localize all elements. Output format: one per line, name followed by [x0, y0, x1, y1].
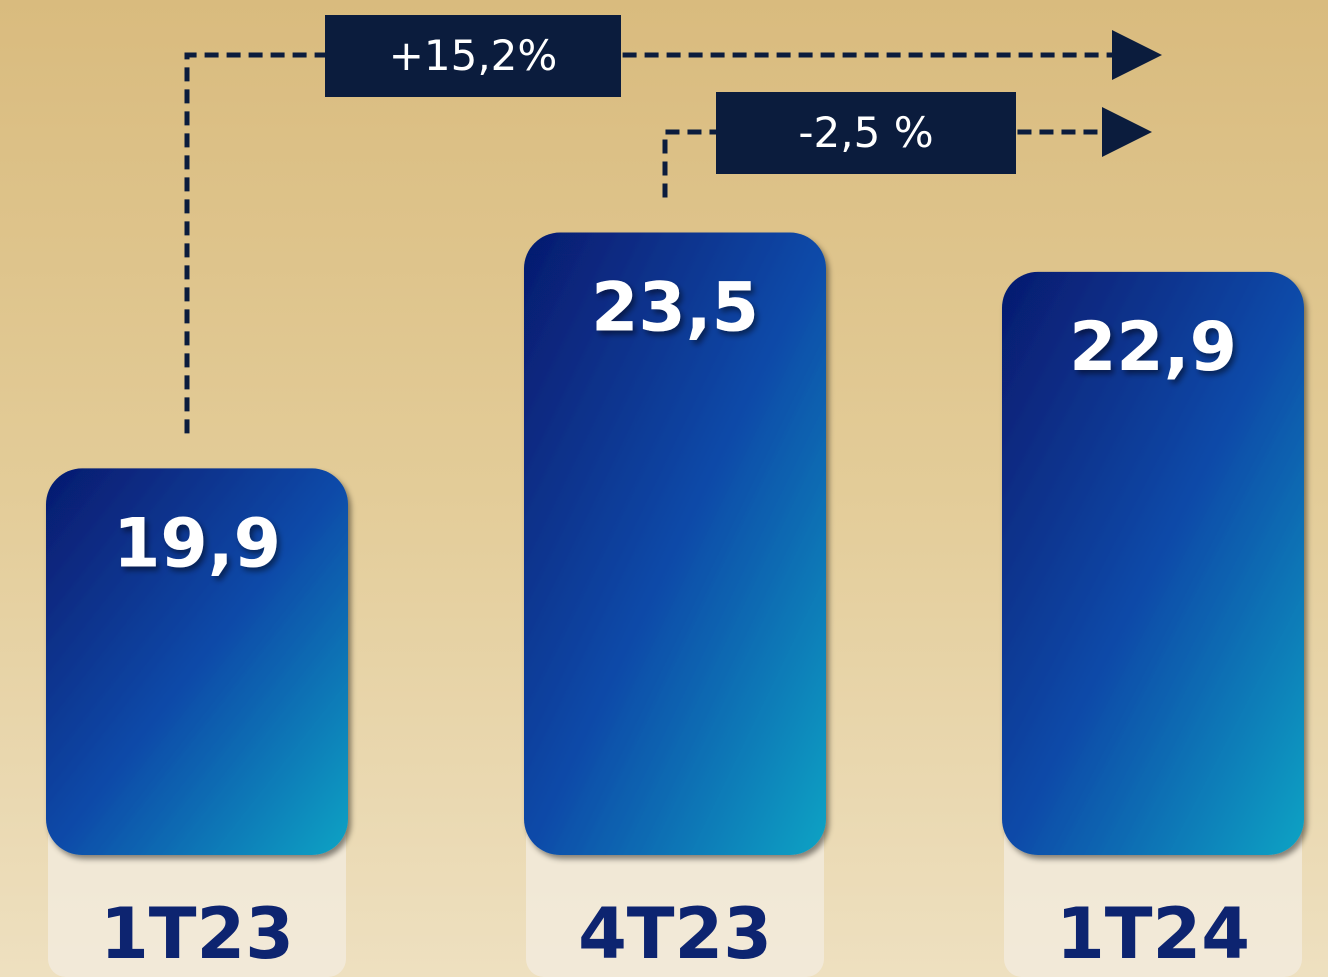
x-tick-label: 1T24 — [1056, 893, 1250, 975]
x-tick-label: 1T23 — [100, 893, 294, 975]
value-label: 23,5 — [591, 269, 759, 348]
annotation-label: -2,5 % — [798, 108, 933, 157]
value-label: 22,9 — [1069, 308, 1237, 387]
annotation-label: +15,2% — [389, 31, 558, 80]
value-label: 19,9 — [113, 504, 281, 583]
chart: 19,9 1T23 23,5 4T23 22,9 1T24 +15,2% -2,5 % — [0, 0, 1328, 977]
x-tick-label: 4T23 — [578, 893, 772, 975]
